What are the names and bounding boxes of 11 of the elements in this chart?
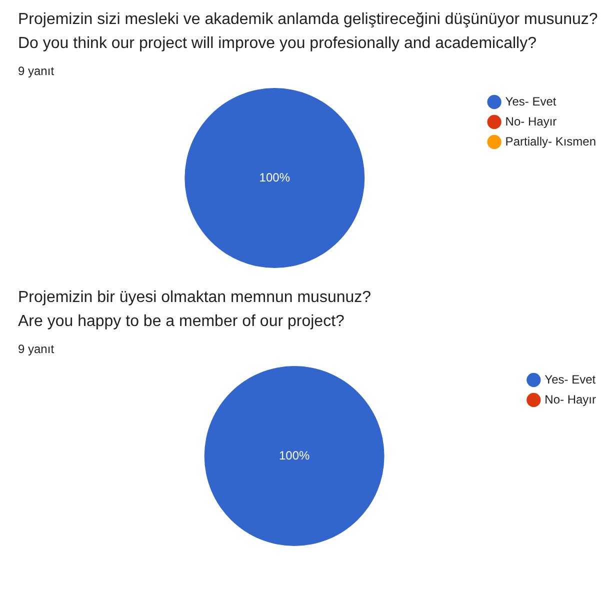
data-label: 100% (259, 170, 290, 184)
legend-label: Partially- Kısmen (505, 134, 596, 148)
legend-label: Yes- Evet (505, 94, 557, 108)
text: 9 yanıt (17, 64, 56, 78)
chart-title: Projemizin sizi mesleki ve akademik anlamda geliştireceğini düşünüyor musunuz? Do you think our project will improve you profesionally and academically? (17, 10, 599, 54)
chart-title: Projemizin bir üyesi olmaktan memnun musunuz? Are you happy to be a member of our project? (17, 288, 372, 332)
text: 9 yanıt (17, 342, 56, 356)
legend-label: No- Hayır (505, 114, 557, 128)
legend-label: Yes- Evet (544, 372, 596, 386)
data-label: 100% (278, 448, 310, 462)
legend-label: No- Hayır (544, 392, 596, 406)
